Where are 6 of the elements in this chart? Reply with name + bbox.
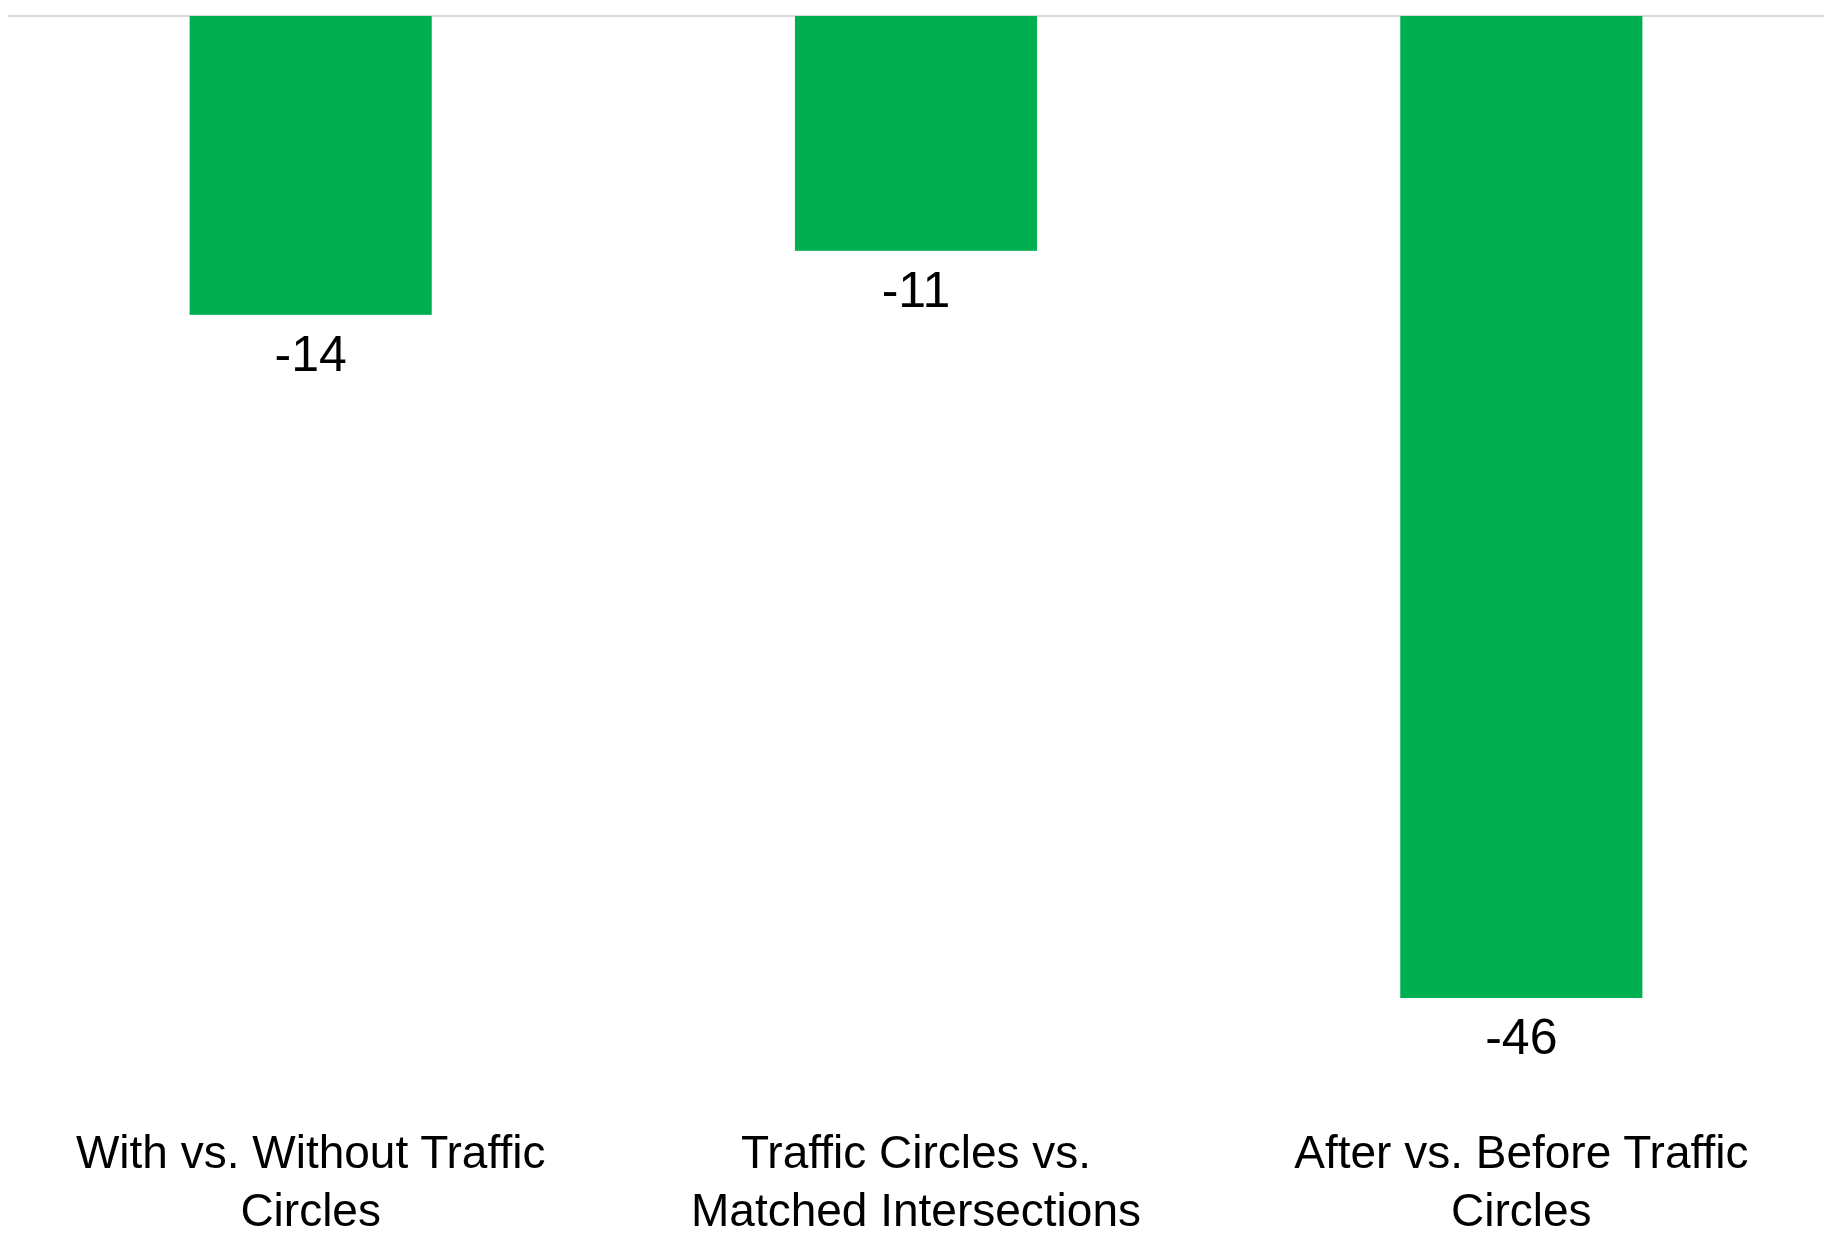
data-label: -11: [881, 261, 951, 318]
x-tick-label: After vs. Before Traffic Circles: [1294, 1126, 1749, 1236]
x-tick-label: Traffic Circles vs. Matched Intersections: [690, 1126, 1142, 1236]
data-label: -14: [274, 325, 347, 382]
x-tick-label: With vs. Without Traffic Circles: [75, 1126, 546, 1236]
data-label: -46: [1485, 1009, 1558, 1065]
